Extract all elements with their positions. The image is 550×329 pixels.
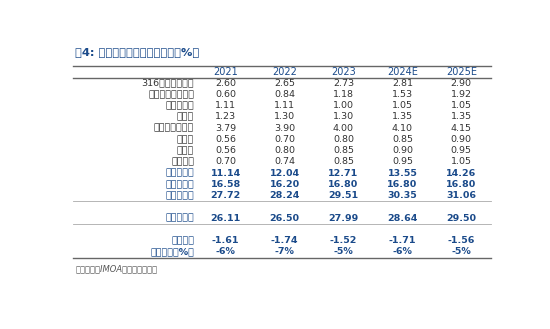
Text: 0.70: 0.70 xyxy=(215,157,236,166)
Text: 0.80: 0.80 xyxy=(274,146,295,155)
Text: 0.56: 0.56 xyxy=(215,146,236,155)
Text: -6%: -6% xyxy=(393,247,412,257)
Text: 26.11: 26.11 xyxy=(211,214,241,223)
Text: -7%: -7% xyxy=(274,247,295,257)
Text: 2.81: 2.81 xyxy=(392,79,413,88)
Text: 1.30: 1.30 xyxy=(274,113,295,121)
Text: 14.26: 14.26 xyxy=(446,169,476,178)
Text: 0.95: 0.95 xyxy=(392,157,413,166)
Text: 30.35: 30.35 xyxy=(388,191,417,200)
Text: 2022: 2022 xyxy=(272,67,297,77)
Text: 4.15: 4.15 xyxy=(451,124,472,133)
Text: 0.85: 0.85 xyxy=(333,146,354,155)
Text: 16.80: 16.80 xyxy=(328,180,359,189)
Text: 0.74: 0.74 xyxy=(274,157,295,166)
Text: 工具钢: 工具钢 xyxy=(177,113,194,121)
Text: 风电用材: 风电用材 xyxy=(171,157,194,166)
Text: 4.10: 4.10 xyxy=(392,124,413,133)
Text: 26.50: 26.50 xyxy=(270,214,300,223)
Text: 1.18: 1.18 xyxy=(333,90,354,99)
Text: 全球总供给: 全球总供给 xyxy=(166,214,194,223)
Text: 4.00: 4.00 xyxy=(333,124,354,133)
Text: 2023: 2023 xyxy=(331,67,356,77)
Text: -1.71: -1.71 xyxy=(389,236,416,245)
Text: 0.80: 0.80 xyxy=(333,135,354,144)
Text: 1.11: 1.11 xyxy=(274,101,295,110)
Text: -5%: -5% xyxy=(334,247,353,257)
Text: 1.53: 1.53 xyxy=(392,90,413,99)
Text: 0.60: 0.60 xyxy=(215,90,236,99)
Text: 31.06: 31.06 xyxy=(446,191,476,200)
Text: 1.05: 1.05 xyxy=(451,101,472,110)
Text: 全球总消费: 全球总消费 xyxy=(166,191,194,200)
Text: 2.60: 2.60 xyxy=(215,79,236,88)
Text: 双相不锈钢钼消费: 双相不锈钢钼消费 xyxy=(148,90,194,99)
Text: 国内钼消费: 国内钼消费 xyxy=(166,169,194,178)
Text: 高强钢、工程钢: 高强钢、工程钢 xyxy=(154,124,194,133)
Text: 29.51: 29.51 xyxy=(328,191,359,200)
Text: 16.20: 16.20 xyxy=(270,180,300,189)
Text: 图4: 全球钼供需平衡表（万吨，%）: 图4: 全球钼供需平衡表（万吨，%） xyxy=(75,47,200,57)
Text: 1.35: 1.35 xyxy=(392,113,413,121)
Text: 2.73: 2.73 xyxy=(333,79,354,88)
Text: -6%: -6% xyxy=(216,247,235,257)
Text: -1.52: -1.52 xyxy=(330,236,357,245)
Text: 0.56: 0.56 xyxy=(215,135,236,144)
Text: -1.74: -1.74 xyxy=(271,236,298,245)
Text: 1.35: 1.35 xyxy=(451,113,472,121)
Text: 1.00: 1.00 xyxy=(333,101,354,110)
Text: 1.11: 1.11 xyxy=(215,101,236,110)
Text: 29.50: 29.50 xyxy=(446,214,476,223)
Text: 16.58: 16.58 xyxy=(211,180,241,189)
Text: 数据来源：IMOA，中信建投证券: 数据来源：IMOA，中信建投证券 xyxy=(75,264,157,273)
Text: 0.85: 0.85 xyxy=(333,157,354,166)
Text: 2025E: 2025E xyxy=(446,67,477,77)
Text: 0.90: 0.90 xyxy=(392,146,413,155)
Text: 3.90: 3.90 xyxy=(274,124,295,133)
Text: 2024E: 2024E xyxy=(387,67,418,77)
Text: 12.71: 12.71 xyxy=(328,169,359,178)
Text: 16.80: 16.80 xyxy=(446,180,476,189)
Text: 1.23: 1.23 xyxy=(215,113,236,121)
Text: 0.84: 0.84 xyxy=(274,90,295,99)
Text: 1.92: 1.92 xyxy=(451,90,472,99)
Text: 27.99: 27.99 xyxy=(328,214,359,223)
Text: 11.14: 11.14 xyxy=(211,169,241,178)
Text: 13.55: 13.55 xyxy=(387,169,417,178)
Text: 0.70: 0.70 xyxy=(274,135,295,144)
Text: 化工钼消费: 化工钼消费 xyxy=(166,101,194,110)
Text: 2021: 2021 xyxy=(213,67,238,77)
Text: -5%: -5% xyxy=(452,247,471,257)
Text: 27.72: 27.72 xyxy=(211,191,241,200)
Text: 供需平衡: 供需平衡 xyxy=(171,236,194,245)
Text: -1.61: -1.61 xyxy=(212,236,239,245)
Text: 海外钼消费: 海外钼消费 xyxy=(166,180,194,189)
Text: 3.79: 3.79 xyxy=(215,124,236,133)
Text: 28.64: 28.64 xyxy=(387,214,417,223)
Text: 2.90: 2.90 xyxy=(451,79,472,88)
Text: 缺口比例（%）: 缺口比例（%） xyxy=(150,247,194,257)
Text: 0.90: 0.90 xyxy=(451,135,472,144)
Text: 12.04: 12.04 xyxy=(270,169,300,178)
Text: 28.24: 28.24 xyxy=(270,191,300,200)
Text: 0.85: 0.85 xyxy=(392,135,413,144)
Text: 16.80: 16.80 xyxy=(387,180,417,189)
Text: 金属钼: 金属钼 xyxy=(177,135,194,144)
Text: 1.05: 1.05 xyxy=(392,101,413,110)
Text: 1.05: 1.05 xyxy=(451,157,472,166)
Text: 0.95: 0.95 xyxy=(451,146,472,155)
Text: 2.65: 2.65 xyxy=(274,79,295,88)
Text: 316不锈钢钼消费: 316不锈钢钼消费 xyxy=(141,79,194,88)
Text: 1.30: 1.30 xyxy=(333,113,354,121)
Text: -1.56: -1.56 xyxy=(448,236,475,245)
Text: 镍合金: 镍合金 xyxy=(177,146,194,155)
